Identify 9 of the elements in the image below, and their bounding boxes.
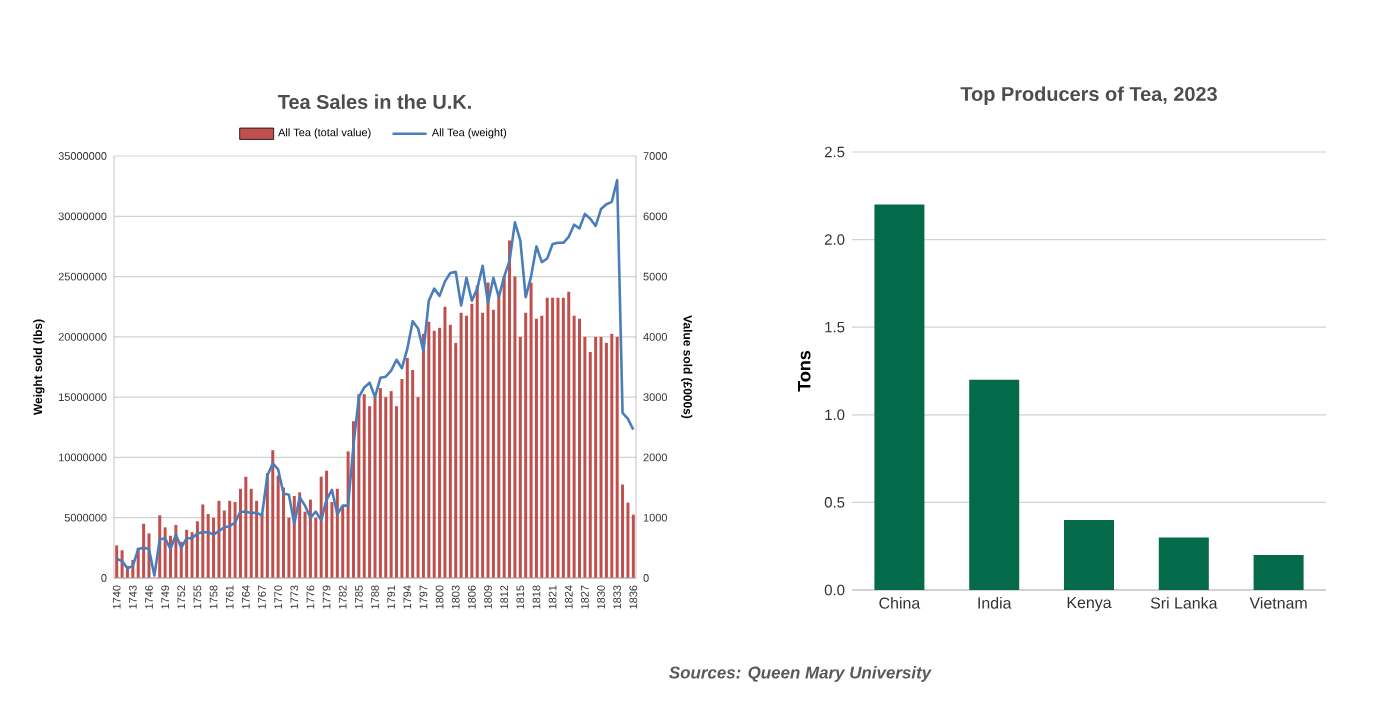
bar	[1158, 537, 1209, 590]
bar	[1064, 519, 1115, 590]
bar	[874, 204, 925, 590]
y-axis-title: Tons	[798, 350, 811, 392]
chart-title: Top Producers of Tea, 2023	[960, 86, 1217, 105]
bar	[969, 379, 1020, 590]
bar	[1253, 554, 1304, 590]
source-note: Sources: Queen Mary University	[669, 666, 932, 682]
chart-title: Tea Sales in the U.K.	[277, 94, 471, 109]
